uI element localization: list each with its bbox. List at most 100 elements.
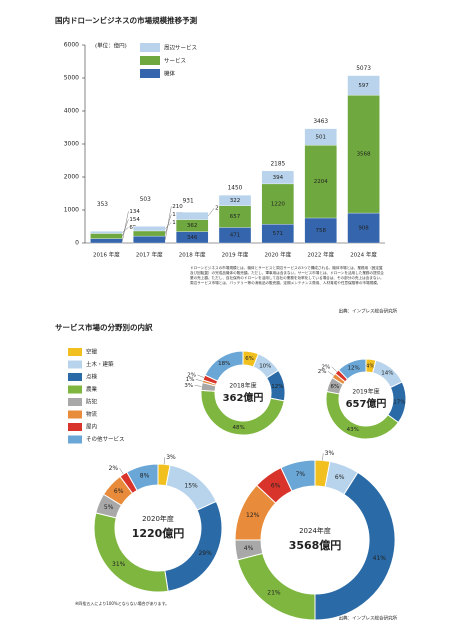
total-label: 353 — [97, 202, 108, 208]
leader-line — [165, 206, 172, 240]
leader-line — [194, 385, 202, 387]
value-label: 6% — [271, 482, 281, 489]
donut-year: 2018年度 — [229, 382, 256, 390]
legend-swatch — [140, 69, 160, 78]
chart-title: 国内ドローンビジネスの市場規模推移予測 — [55, 15, 198, 25]
total-label: 5073 — [356, 66, 371, 72]
donut-slice — [126, 463, 159, 492]
legend-swatch — [68, 373, 82, 381]
value-label: 657 — [230, 214, 241, 220]
value-label: 12% — [348, 365, 360, 371]
y-tick-label: 4000 — [64, 108, 79, 115]
donut-slice — [204, 350, 244, 382]
legend-swatch — [140, 56, 160, 65]
legend-label: 土木・建築 — [86, 360, 114, 368]
bar-segment — [133, 226, 166, 232]
value-label: 4% — [366, 363, 375, 369]
value-label: 362 — [187, 223, 198, 229]
leader-line — [165, 214, 172, 234]
value-label: 571 — [273, 231, 284, 237]
value-label: 1220 — [271, 202, 285, 208]
leader-line — [119, 468, 124, 475]
value-label: 10% — [259, 364, 271, 370]
leader-line — [163, 457, 165, 465]
bar-segment — [133, 230, 166, 237]
source: 出典：インプレス総合研究所 — [339, 308, 398, 315]
y-tick-label: 3000 — [64, 141, 79, 148]
donut-total: 3568億円 — [289, 538, 342, 552]
value-label: 2% — [318, 369, 327, 375]
x-tick-label: 2017 年度 — [136, 251, 163, 259]
value-label: 21% — [267, 589, 281, 596]
legend-label: 農業 — [86, 385, 98, 393]
legend-swatch — [68, 348, 82, 356]
value-label: 908 — [358, 226, 369, 232]
leader-line — [122, 211, 129, 241]
value-label: 394 — [273, 175, 284, 181]
donut-total: 1220億円 — [132, 526, 185, 540]
bar-segment — [218, 194, 252, 206]
value-label: 18% — [218, 361, 230, 367]
donut-year: 2019年度 — [352, 388, 379, 396]
value-label: 154 — [129, 217, 140, 223]
legend-swatch — [140, 43, 160, 52]
description: ドローンビジネスの市場規模とは、機体とサービスと周辺サービスの3つで構成される。… — [190, 266, 384, 285]
legend-label: 物流 — [86, 410, 98, 418]
value-label: 8% — [140, 473, 150, 480]
legend-swatch — [68, 410, 82, 419]
donut-slice — [337, 358, 367, 381]
leader-line — [165, 222, 172, 229]
value-label: 2% — [322, 364, 331, 370]
value-label: 3% — [166, 454, 176, 461]
legend-label: 機体 — [164, 70, 176, 78]
leader-line — [197, 374, 205, 378]
value-label: 41% — [373, 555, 387, 562]
value-label: 3% — [325, 450, 335, 457]
donut-slice — [314, 471, 396, 621]
leader-line — [195, 379, 203, 382]
legend-swatch — [68, 385, 82, 394]
donut-slice — [280, 459, 316, 492]
value-label: 31% — [112, 561, 126, 568]
value-label: 501 — [315, 134, 326, 140]
x-tick-label: 2019 年度 — [222, 251, 249, 259]
value-label: 346 — [187, 235, 198, 241]
value-label: 7% — [296, 471, 306, 478]
donut-slice — [93, 512, 169, 593]
value-label: 48% — [232, 425, 244, 431]
bar-segment — [304, 128, 337, 146]
donut-total: 362億円 — [223, 391, 264, 404]
value-label: 43% — [347, 427, 359, 433]
y-tick-label: 0 — [75, 240, 79, 247]
value-label: 12% — [246, 512, 260, 519]
bar-segment — [304, 217, 337, 244]
donut-slice — [236, 552, 316, 621]
value-label: 4% — [244, 545, 254, 552]
legend-swatch — [68, 398, 82, 406]
value-label: 2204 — [314, 179, 328, 185]
bar-segment — [175, 212, 209, 220]
value-label: 6% — [335, 474, 345, 481]
x-tick-label: 2016 年度 — [93, 251, 120, 259]
x-tick-label: 2018 年度 — [179, 251, 206, 259]
x-tick-label: 2024 年度 — [350, 251, 377, 259]
leader-line — [322, 453, 324, 461]
leader-line — [122, 219, 129, 237]
total-label: 2185 — [270, 161, 285, 167]
total-label: 1450 — [228, 186, 243, 192]
bar-segment — [347, 212, 380, 244]
value-label: 322 — [230, 198, 241, 204]
value-label: 2% — [187, 372, 196, 378]
x-tick-label: 2022 年度 — [307, 251, 334, 259]
leader-line — [122, 227, 129, 233]
legend-label: 屋内 — [86, 423, 97, 431]
value-label: 6% — [330, 384, 339, 390]
bar-segment — [90, 233, 123, 239]
value-label: 1% — [186, 377, 195, 383]
y-tick-label: 1000 — [64, 207, 79, 214]
y-tick-label: 5000 — [64, 75, 79, 82]
value-label: 14% — [381, 371, 393, 377]
value-label: 3568 — [357, 152, 371, 158]
